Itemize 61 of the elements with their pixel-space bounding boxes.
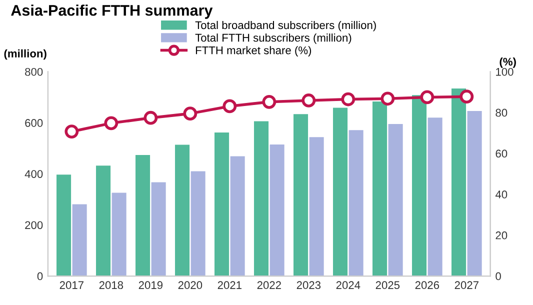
point [183, 106, 198, 121]
x-tick-label: 2017 [60, 281, 84, 290]
bar [214, 132, 230, 276]
point [380, 92, 395, 106]
x-tick-label: 2022 [257, 281, 281, 290]
bar [72, 204, 87, 276]
point [420, 90, 434, 104]
y2-tick-label: 100 [496, 68, 514, 76]
bar [309, 137, 324, 276]
bar [270, 144, 284, 276]
y2-tick-label: 60 [496, 150, 508, 158]
x-tick-label: 2027 [454, 281, 478, 290]
x-tick-label: 2025 [376, 281, 400, 290]
legend-label: Total FTTH subscribers (million) [195, 34, 352, 44]
x-tick-label: 2026 [415, 281, 440, 290]
y-axis-title: (million) [4, 49, 46, 60]
y-tick-label: 800 [25, 68, 43, 76]
bar [332, 108, 348, 276]
bar [190, 171, 206, 276]
bar [412, 95, 427, 276]
point [64, 124, 79, 138]
bar [428, 118, 442, 276]
x-tick-label: 2021 [218, 281, 242, 290]
y2-axis-title: (%) [500, 57, 516, 68]
y2-tick-label: 80 [496, 108, 508, 117]
y2-tick-label: 40 [495, 190, 508, 198]
point [302, 94, 316, 108]
bar [96, 166, 111, 276]
point [104, 116, 118, 130]
bar [230, 156, 245, 276]
bar [151, 182, 166, 276]
x-tick-label: 2020 [178, 281, 202, 290]
x-tick-label: 2024 [336, 281, 360, 290]
bar [372, 102, 388, 276]
bar [293, 114, 308, 276]
y2-tick-label: 20 [496, 231, 508, 240]
y-tick-label: 200 [25, 221, 43, 230]
x-tick-label: 2023 [296, 281, 321, 290]
legend-label: Total broadband subscribers (million) [195, 20, 376, 32]
bar [136, 154, 150, 276]
bar [175, 144, 190, 276]
bar [467, 111, 482, 276]
point [262, 94, 276, 109]
bar [56, 174, 72, 276]
x-tick-label: 2019 [138, 281, 162, 290]
x-tick-label: 2018 [99, 281, 124, 290]
bar [348, 130, 364, 276]
y-tick-label: 0 [37, 272, 43, 280]
point [222, 99, 237, 114]
point [460, 90, 474, 104]
bar [254, 121, 269, 276]
bar [112, 192, 126, 276]
bar [388, 124, 403, 276]
point [144, 110, 158, 125]
y-tick-label: 400 [24, 170, 43, 178]
legend-label: FTTH market share (%) [196, 46, 312, 56]
bar [451, 88, 466, 276]
chart-title: Asia-Pacific FTTH summary [11, 4, 213, 19]
y2-tick-label: 0 [496, 272, 501, 280]
y-tick-label: 600 [25, 119, 43, 127]
point [341, 92, 356, 106]
